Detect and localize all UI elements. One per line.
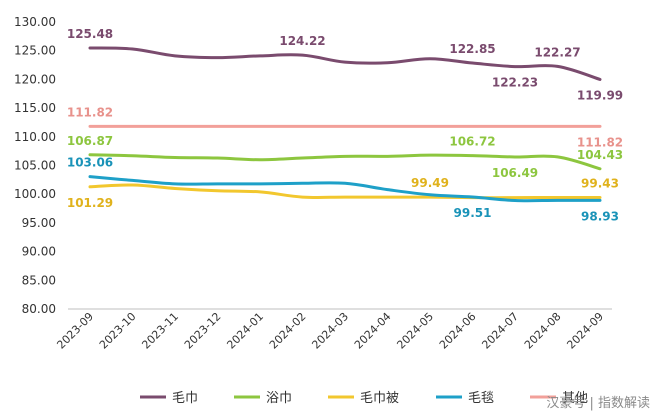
y-tick-label: 115.00: [14, 101, 56, 115]
x-axis-ticks: 2023-09 2023-10 2023-11 2023-12 2024-01 2024-…: [54, 310, 606, 352]
data-label: 111.82: [67, 105, 113, 119]
data-label: 125.48: [67, 27, 113, 41]
data-label: 111.82: [577, 135, 623, 149]
x-tick-label: 2023-09: [54, 310, 96, 352]
legend-label: 其他: [562, 391, 588, 406]
x-tick-label: 2024-02: [267, 310, 309, 352]
series-line-1: [88, 153, 602, 171]
data-label: 124.22: [279, 34, 325, 48]
data-label: 99.51: [454, 206, 492, 220]
x-tick-label: 2024-01: [224, 310, 266, 352]
legend-label: 毛毯: [468, 391, 494, 406]
x-tick-label: 2024-06: [437, 310, 479, 352]
data-label: 122.85: [449, 42, 495, 56]
data-label: 101.29: [67, 196, 113, 210]
y-tick-label: 95.00: [22, 216, 56, 230]
x-tick-label: 2023-12: [182, 310, 224, 352]
y-axis-ticks: 130.00 125.00 120.00 115.00 110.00 105.00 100.…: [14, 15, 56, 316]
y-tick-label: 125.00: [14, 44, 56, 58]
data-label: 98.93: [581, 209, 619, 223]
legend-label: 浴巾: [266, 391, 292, 406]
data-label: 122.23: [492, 76, 538, 90]
data-label: 106.87: [67, 134, 113, 148]
y-tick-label: 130.00: [14, 15, 56, 29]
x-tick-label: 2024-05: [394, 310, 436, 352]
y-tick-label: 110.00: [14, 130, 56, 144]
x-tick-label: 2024-09: [564, 310, 606, 352]
series-lines: [88, 46, 602, 203]
x-tick-label: 2023-11: [139, 310, 181, 352]
data-label: 104.43: [577, 148, 623, 162]
watermark-text: 汉豪号 | 指数解读: [546, 396, 650, 411]
x-tick-label: 2024-03: [309, 310, 351, 352]
y-tick-label: 80.00: [22, 302, 56, 316]
y-tick-label: 90.00: [22, 245, 56, 259]
data-label: 99.49: [411, 176, 449, 190]
series-line-3: [88, 175, 602, 203]
x-tick-label: 2023-10: [97, 310, 139, 352]
legend-label: 毛巾被: [360, 391, 399, 406]
x-tick-label: 2024-07: [479, 310, 521, 352]
data-label: 119.99: [577, 88, 623, 102]
data-label: 99.43: [581, 176, 619, 190]
data-label: 103.06: [67, 156, 113, 170]
series-line-0: [88, 46, 602, 81]
legend-label: 毛巾: [172, 391, 198, 406]
x-tick-label: 2024-08: [522, 310, 564, 352]
y-tick-label: 105.00: [14, 159, 56, 173]
x-tick-label: 2024-04: [352, 310, 394, 352]
data-label: 106.49: [492, 166, 538, 180]
series-line-2: [88, 183, 602, 200]
y-tick-label: 85.00: [22, 273, 56, 287]
data-label: 106.72: [449, 135, 495, 149]
y-tick-label: 120.00: [14, 72, 56, 86]
legend: 毛巾 浴巾 毛巾被 毛毯 其他: [140, 391, 588, 406]
data-labels: 125.48 124.22 122.85 122.23 122.27 119.99 111.…: [67, 27, 623, 223]
data-label: 122.27: [534, 45, 580, 59]
y-tick-label: 100.00: [14, 187, 56, 201]
